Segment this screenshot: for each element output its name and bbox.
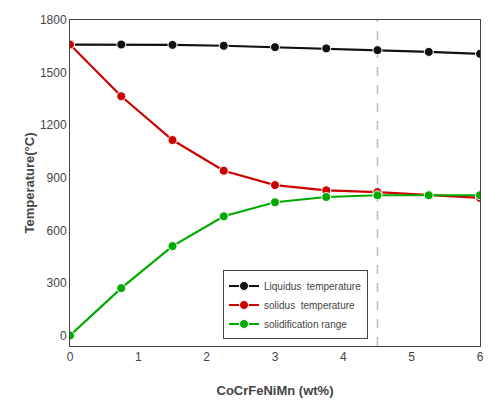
svg-text:900: 900 (47, 171, 67, 185)
svg-text:Temperature(°C): Temperature(°C) (22, 132, 37, 233)
svg-text:1500: 1500 (40, 66, 67, 80)
svg-text:Liquidus temperature: Liquidus temperature (264, 281, 361, 292)
svg-text:5: 5 (408, 350, 415, 364)
svg-text:4: 4 (340, 350, 347, 364)
svg-text:600: 600 (47, 224, 67, 238)
svg-text:0: 0 (60, 329, 67, 343)
svg-text:2: 2 (203, 350, 210, 364)
svg-text:1800: 1800 (40, 13, 67, 27)
svg-text:CoCrFeNiMn (wt%): CoCrFeNiMn (wt%) (217, 383, 334, 398)
svg-text:solidification range: solidification range (264, 319, 347, 330)
svg-text:1200: 1200 (40, 118, 67, 132)
svg-text:300: 300 (47, 276, 67, 290)
svg-text:0: 0 (67, 350, 74, 364)
svg-text:1: 1 (135, 350, 142, 364)
svg-text:6: 6 (477, 350, 484, 364)
svg-text:3: 3 (272, 350, 279, 364)
svg-text:solidus temperature: solidus temperature (264, 300, 355, 311)
